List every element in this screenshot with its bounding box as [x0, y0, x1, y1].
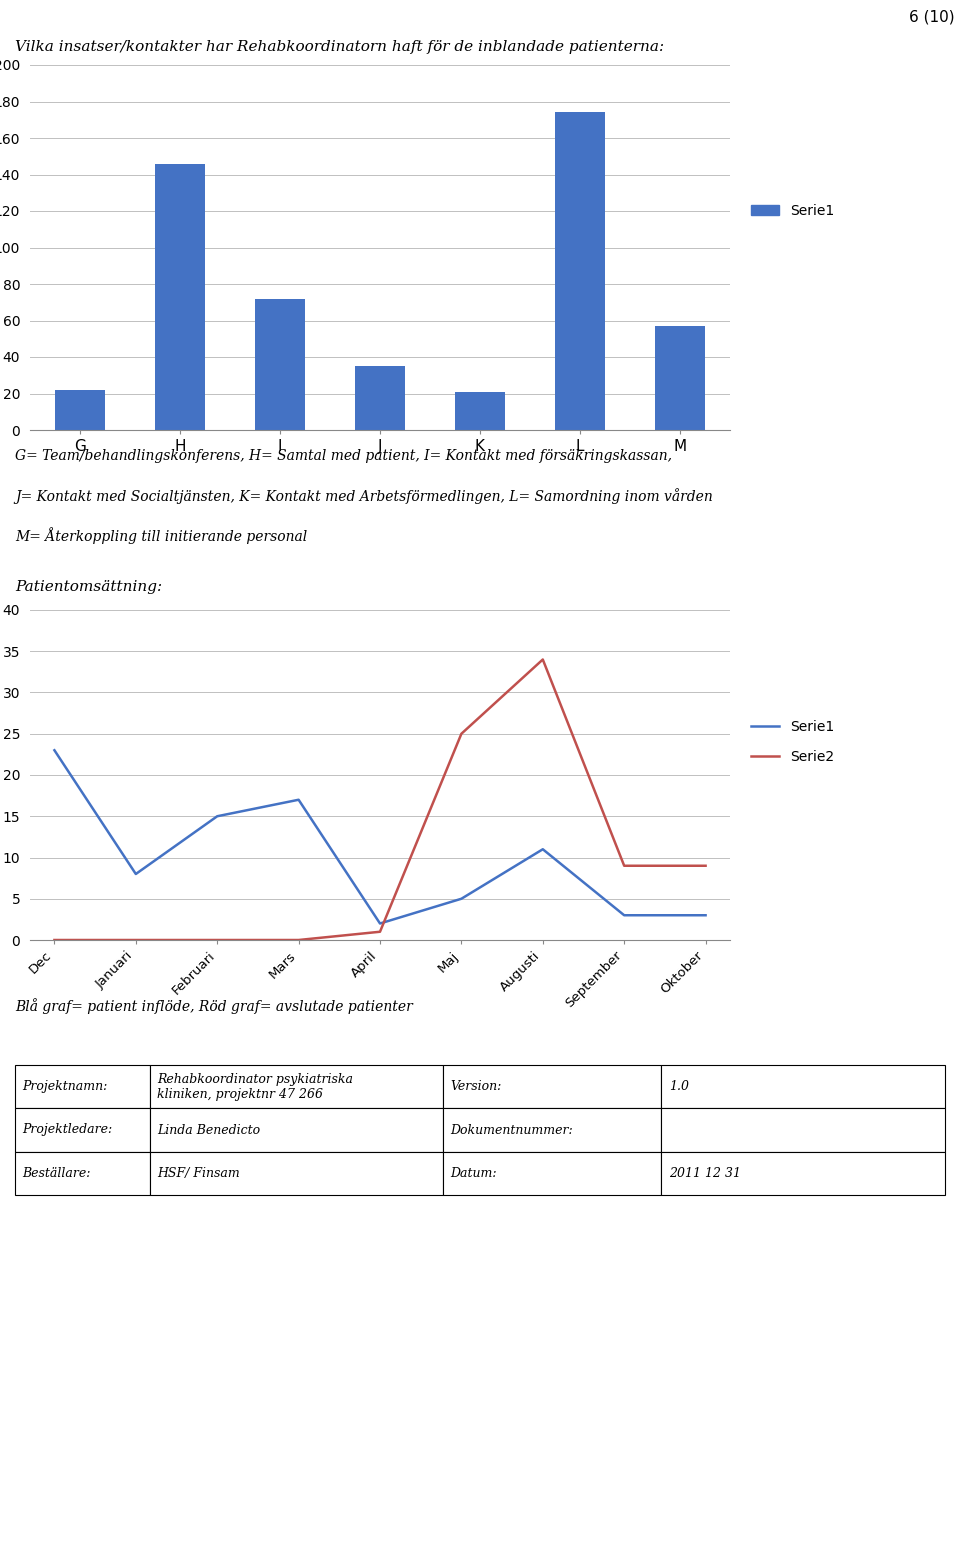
Bar [255, 298, 305, 430]
Text: Datum:: Datum: [450, 1167, 497, 1179]
Text: Linda Benedicto: Linda Benedicto [157, 1124, 260, 1136]
Bar [655, 326, 705, 430]
Text: Projektnamn:: Projektnamn: [22, 1080, 108, 1092]
Bar [15, 1064, 150, 1108]
Bar [443, 1108, 661, 1152]
Bar [150, 1108, 443, 1152]
Text: Patientomsättning:: Patientomsättning: [15, 581, 162, 595]
Serie1 [211, 807, 223, 825]
Serie1 [293, 791, 304, 810]
Text: 1.0: 1.0 [669, 1080, 688, 1092]
Serie1 [374, 914, 386, 932]
Serie2 [374, 923, 386, 942]
Bar [443, 1152, 661, 1195]
Serie1 [618, 906, 630, 925]
Bar [15, 1152, 150, 1195]
Bar [150, 1064, 443, 1108]
Line: Serie1: Serie1 [55, 751, 706, 923]
Legend: Serie1: Serie1 [751, 204, 834, 218]
Bar [150, 1152, 443, 1195]
Text: Blå graf= patient inflöde, Röd graf= avslutade patienter: Blå graf= patient inflöde, Röd graf= avs… [15, 998, 413, 1013]
Bar [455, 392, 505, 430]
Text: Version:: Version: [450, 1080, 502, 1092]
Text: M= Återkoppling till initierande personal: M= Återkoppling till initierande persona… [15, 527, 307, 544]
Legend: Serie1, Serie2: Serie1, Serie2 [751, 720, 834, 765]
Serie2 [49, 931, 60, 949]
Serie1 [700, 906, 711, 925]
Text: J= Kontakt med Socialtjänsten, K= Kontakt med Arbetsförmedlingen, L= Samordning : J= Kontakt med Socialtjänsten, K= Kontak… [15, 488, 712, 503]
Bar [155, 163, 205, 430]
Serie1 [130, 864, 141, 883]
Serie2 [700, 856, 711, 875]
Serie1 [49, 741, 60, 760]
Bar [661, 1064, 945, 1108]
Text: Rehabkoordinator psykiatriska: Rehabkoordinator psykiatriska [157, 1072, 353, 1086]
Serie1 [537, 839, 548, 858]
Serie2 [293, 931, 304, 949]
Bar [555, 112, 605, 430]
Serie2 [618, 856, 630, 875]
Text: Dokumentnummer:: Dokumentnummer: [450, 1124, 573, 1136]
Bar [443, 1064, 661, 1108]
Text: Beställare:: Beställare: [22, 1167, 91, 1179]
Bar [661, 1152, 945, 1195]
Text: G= Team/behandlingskonferens, H= Samtal med patient, I= Kontakt med försäkringsk: G= Team/behandlingskonferens, H= Samtal … [15, 449, 672, 463]
Line: Serie2: Serie2 [55, 659, 706, 940]
Bar [355, 367, 405, 430]
Serie2 [456, 724, 468, 743]
Bar [55, 390, 105, 430]
Serie1 [456, 889, 468, 908]
Text: 2011 12 31: 2011 12 31 [669, 1167, 741, 1179]
Serie2 [130, 931, 141, 949]
Serie2 [537, 650, 548, 668]
Text: Projektledare:: Projektledare: [22, 1124, 112, 1136]
Text: 6 (10): 6 (10) [909, 9, 955, 25]
Text: HSF/ Finsam: HSF/ Finsam [157, 1167, 240, 1179]
Text: Vilka insatser/kontakter har Rehabkoordinatorn haft för de inblandade patientern: Vilka insatser/kontakter har Rehabkoordi… [15, 40, 664, 54]
Serie2 [211, 931, 223, 949]
Bar [15, 1108, 150, 1152]
Text: kliniken, projektnr 47 266: kliniken, projektnr 47 266 [157, 1088, 324, 1100]
Bar [661, 1108, 945, 1152]
